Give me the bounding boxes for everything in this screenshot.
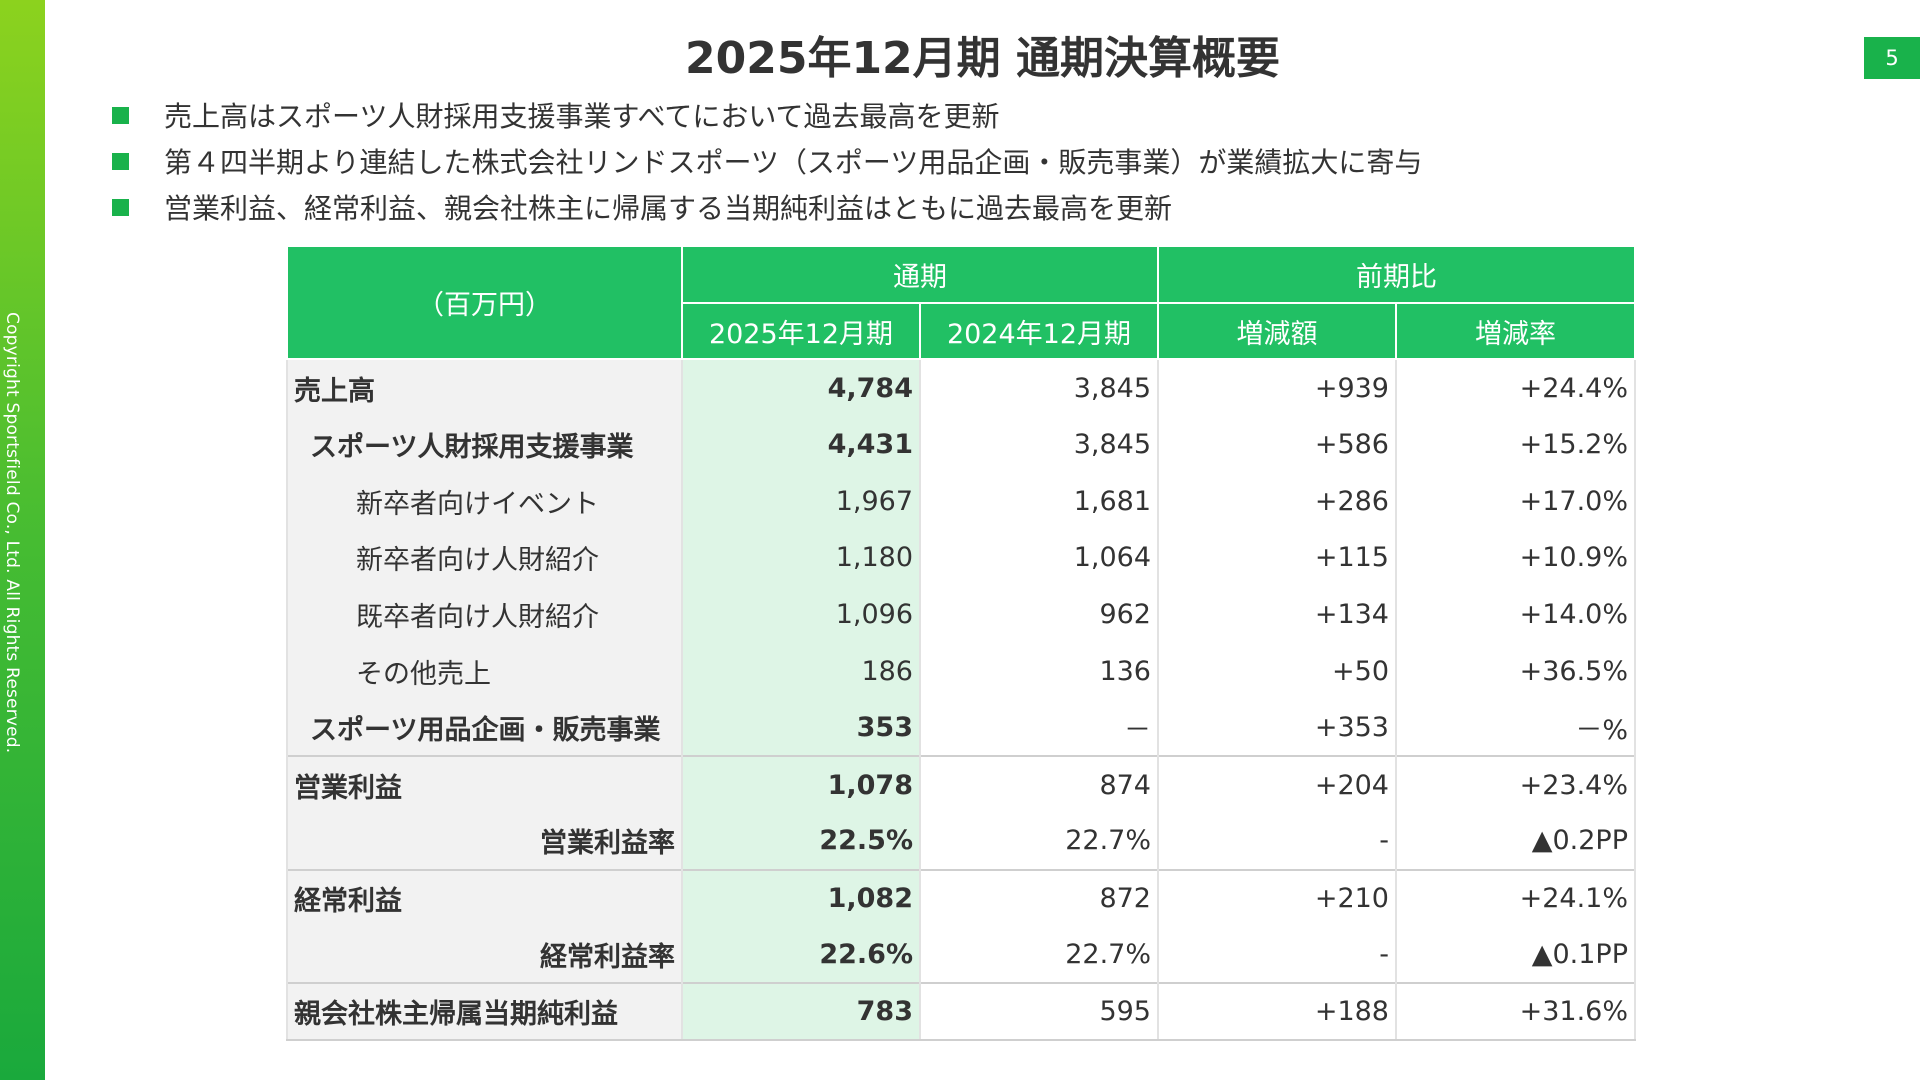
full-year-group-header: 通期 — [681, 245, 1159, 304]
cell-change: +115 — [1158, 529, 1397, 587]
cell-current: 1,082 — [682, 868, 921, 927]
cell-change: +210 — [1158, 868, 1397, 927]
row-label: スポーツ人財採用支援事業 — [286, 416, 683, 473]
table-row: 営業利益率 22.5% 22.7% - ▲0.2PP — [286, 812, 1636, 870]
cell-prior: － — [920, 699, 1159, 757]
cell-rate: +23.4% — [1396, 755, 1636, 813]
cell-rate: ▲0.1PP — [1396, 926, 1636, 983]
cell-rate: +24.1% — [1396, 868, 1636, 927]
yoy-group-header: 前期比 — [1157, 245, 1636, 304]
bullet-item: 売上高はスポーツ人財採用支援事業すべてにおいて過去最高を更新 — [112, 92, 1422, 138]
cell-rate: +17.0% — [1396, 472, 1636, 530]
bullet-item: 営業利益、経常利益、親会社株主に帰属する当期純利益はともに過去最高を更新 — [112, 184, 1422, 230]
cell-prior: 595 — [920, 981, 1159, 1041]
cell-change: +134 — [1158, 586, 1397, 643]
left-accent-bar: Copyright Sportsfield Co., Ltd. All Righ… — [0, 0, 45, 1080]
cell-rate: +36.5% — [1396, 642, 1636, 700]
table-row: 新卒者向け人財紹介 1,180 1,064 +115 +10.9% — [286, 529, 1636, 587]
table-row: 経常利益率 22.6% 22.7% - ▲0.1PP — [286, 926, 1636, 983]
table-row: 親会社株主帰属当期純利益 783 595 +188 +31.6% — [286, 981, 1636, 1041]
bullet-item: 第４四半期より連結した株式会社リンドスポーツ（スポーツ用品企画・販売事業）が業績… — [112, 138, 1422, 184]
bullet-text: 売上高はスポーツ人財採用支援事業すべてにおいて過去最高を更新 — [164, 100, 1000, 133]
cell-current: 783 — [682, 981, 921, 1041]
cell-rate: +24.4% — [1396, 359, 1636, 417]
cell-rate: －% — [1396, 699, 1636, 757]
cell-prior: 1,064 — [920, 529, 1159, 587]
cell-change: +353 — [1158, 699, 1397, 757]
table-row: 営業利益 1,078 874 +204 +23.4% — [286, 755, 1636, 813]
table-row: 売上高 4,784 3,845 +939 +24.4% — [286, 359, 1636, 417]
cell-prior: 874 — [920, 755, 1159, 813]
cell-prior: 22.7% — [920, 926, 1159, 983]
table-row: 新卒者向けイベント 1,967 1,681 +286 +17.0% — [286, 472, 1636, 530]
col-header-prior: 2024年12月期 — [919, 301, 1159, 361]
bullet-text: 営業利益、経常利益、親会社株主に帰属する当期純利益はともに過去最高を更新 — [164, 192, 1173, 225]
cell-current: 186 — [682, 642, 921, 700]
cell-prior: 136 — [920, 642, 1159, 700]
col-header-current: 2025年12月期 — [681, 301, 921, 361]
bullet-square-icon — [112, 106, 129, 124]
col-header-rate: 増減率 — [1395, 301, 1636, 361]
cell-prior: 3,845 — [920, 359, 1159, 417]
cell-rate: ▲0.2PP — [1396, 812, 1636, 870]
summary-bullets: 売上高はスポーツ人財採用支援事業すべてにおいて過去最高を更新 第４四半期より連結… — [112, 92, 1422, 230]
row-label: 新卒者向けイベント — [286, 472, 683, 530]
copyright-text: Copyright Sportsfield Co., Ltd. All Righ… — [2, 312, 22, 754]
cell-rate: +10.9% — [1396, 529, 1636, 587]
cell-prior: 3,845 — [920, 416, 1159, 473]
row-label: 経常利益 — [286, 868, 683, 927]
slide-title: 2025年12月期 通期決算概要 — [684, 33, 1280, 84]
cell-rate: +14.0% — [1396, 586, 1636, 643]
page-number: 5 — [1864, 37, 1920, 79]
cell-current: 1,967 — [682, 472, 921, 530]
cell-prior: 872 — [920, 868, 1159, 927]
bullet-square-icon — [112, 198, 129, 216]
cell-change: +188 — [1158, 981, 1397, 1041]
row-label: その他売上 — [286, 642, 683, 700]
cell-current: 4,784 — [682, 359, 921, 417]
cell-prior: 1,681 — [920, 472, 1159, 530]
cell-change: +939 — [1158, 359, 1397, 417]
cell-change: +286 — [1158, 472, 1397, 530]
cell-current: 4,431 — [682, 416, 921, 473]
financial-summary-table: （百万円） 通期 前期比 2025年12月期 2024年12月期 増減額 増減率… — [286, 244, 1636, 1041]
cell-change: - — [1158, 812, 1397, 870]
cell-current: 1,180 — [682, 529, 921, 587]
cell-current: 22.6% — [682, 926, 921, 983]
row-label: 親会社株主帰属当期純利益 — [286, 981, 683, 1041]
col-header-change: 増減額 — [1157, 301, 1397, 361]
row-label: 新卒者向け人財紹介 — [286, 529, 683, 587]
row-label: スポーツ用品企画・販売事業 — [286, 699, 683, 757]
table-row: 経常利益 1,082 872 +210 +24.1% — [286, 868, 1636, 927]
table-row: スポーツ用品企画・販売事業 353 － +353 －% — [286, 699, 1636, 757]
cell-change: +586 — [1158, 416, 1397, 473]
row-label: 売上高 — [286, 359, 683, 417]
row-label: 営業利益 — [286, 755, 683, 813]
cell-change: +204 — [1158, 755, 1397, 813]
cell-prior: 962 — [920, 586, 1159, 643]
cell-current: 1,096 — [682, 586, 921, 643]
cell-current: 22.5% — [682, 812, 921, 870]
cell-rate: +31.6% — [1396, 981, 1636, 1041]
cell-change: +50 — [1158, 642, 1397, 700]
row-label: 営業利益率 — [286, 812, 683, 870]
unit-header: （百万円） — [286, 244, 683, 361]
bullet-square-icon — [112, 152, 129, 170]
cell-rate: +15.2% — [1396, 416, 1636, 473]
bullet-text: 第４四半期より連結した株式会社リンドスポーツ（スポーツ用品企画・販売事業）が業績… — [164, 146, 1423, 179]
cell-change: - — [1158, 926, 1397, 983]
cell-prior: 22.7% — [920, 812, 1159, 870]
cell-current: 1,078 — [682, 755, 921, 813]
table-row: スポーツ人財採用支援事業 4,431 3,845 +586 +15.2% — [286, 416, 1636, 473]
row-label: 既卒者向け人財紹介 — [286, 586, 683, 643]
cell-current: 353 — [682, 699, 921, 757]
row-label: 経常利益率 — [286, 926, 683, 983]
table-row: その他売上 186 136 +50 +36.5% — [286, 642, 1636, 700]
table-row: 既卒者向け人財紹介 1,096 962 +134 +14.0% — [286, 586, 1636, 643]
